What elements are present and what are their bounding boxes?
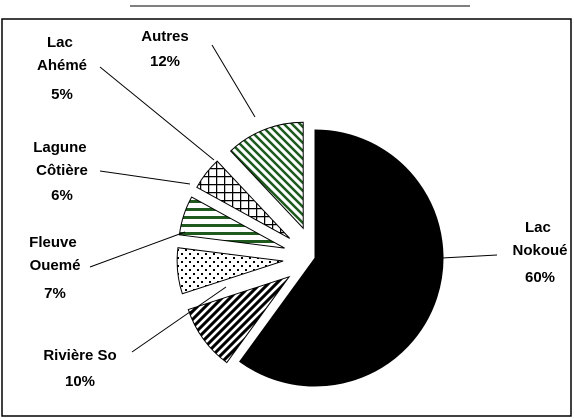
leader-line [441, 254, 498, 259]
slice-value-label: 10% [65, 373, 95, 390]
slice-label: Lagune Côtière [33, 139, 91, 179]
pie-slice [178, 196, 285, 249]
slice-label: Lac Ahémé [37, 34, 87, 74]
pie-slice [239, 129, 444, 387]
leader-line [99, 170, 191, 185]
slice-label: Lac Nokoué [512, 219, 567, 259]
pie-slice [229, 121, 304, 230]
pie-slice [196, 160, 291, 239]
leader-line [99, 66, 215, 161]
chart-frame [1, 18, 572, 417]
pie-slice [187, 275, 291, 364]
slice-value-label: 5% [51, 86, 73, 103]
slice-value-label: 6% [51, 187, 73, 204]
slice-value-label: 12% [150, 53, 180, 70]
slice-label: Rivière So [43, 347, 116, 364]
slice-label: Fleuve Ouemé [29, 234, 81, 274]
leader-line [131, 286, 227, 353]
pie-slice [176, 247, 284, 295]
leader-line [89, 231, 186, 268]
leader-line [211, 44, 256, 118]
slice-value-label: 60% [525, 269, 555, 286]
slice-label: Autres [141, 28, 189, 45]
slice-value-label: 7% [44, 285, 66, 302]
